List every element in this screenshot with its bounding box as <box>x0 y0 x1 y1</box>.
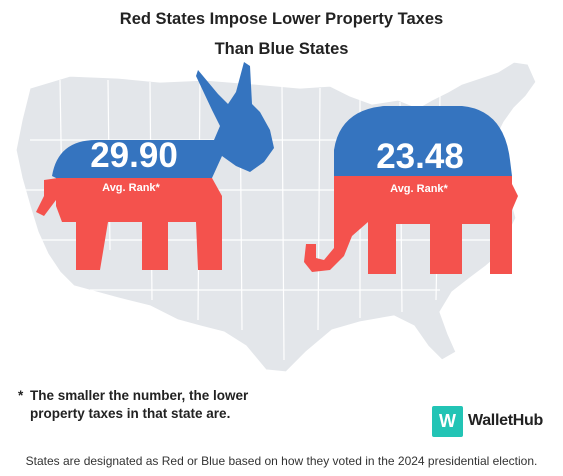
chart-title-line1: Red States Impose Lower Property Taxes <box>119 10 444 28</box>
wallethub-wordmark: WalletHub <box>468 412 543 429</box>
wallethub-logo: W WalletHub <box>432 404 543 438</box>
donkey-value: 29.90 <box>90 136 178 175</box>
elephant-value: 23.48 <box>376 137 464 176</box>
chart-title-line2: Than Blue States <box>214 40 349 58</box>
source-footer: States are designated as Red or Blue bas… <box>25 454 538 468</box>
elephant-icon <box>304 106 518 274</box>
wallethub-logo-icon: W <box>432 405 463 437</box>
footnote: * The smaller the number, the lower prop… <box>18 387 298 423</box>
donkey-icon <box>36 62 274 270</box>
footnote-asterisk: * <box>18 388 24 403</box>
elephant-label: Avg. Rank* <box>390 183 448 195</box>
donkey-label: Avg. Rank* <box>102 182 160 194</box>
footnote-text: The smaller the number, the lower proper… <box>30 388 249 421</box>
